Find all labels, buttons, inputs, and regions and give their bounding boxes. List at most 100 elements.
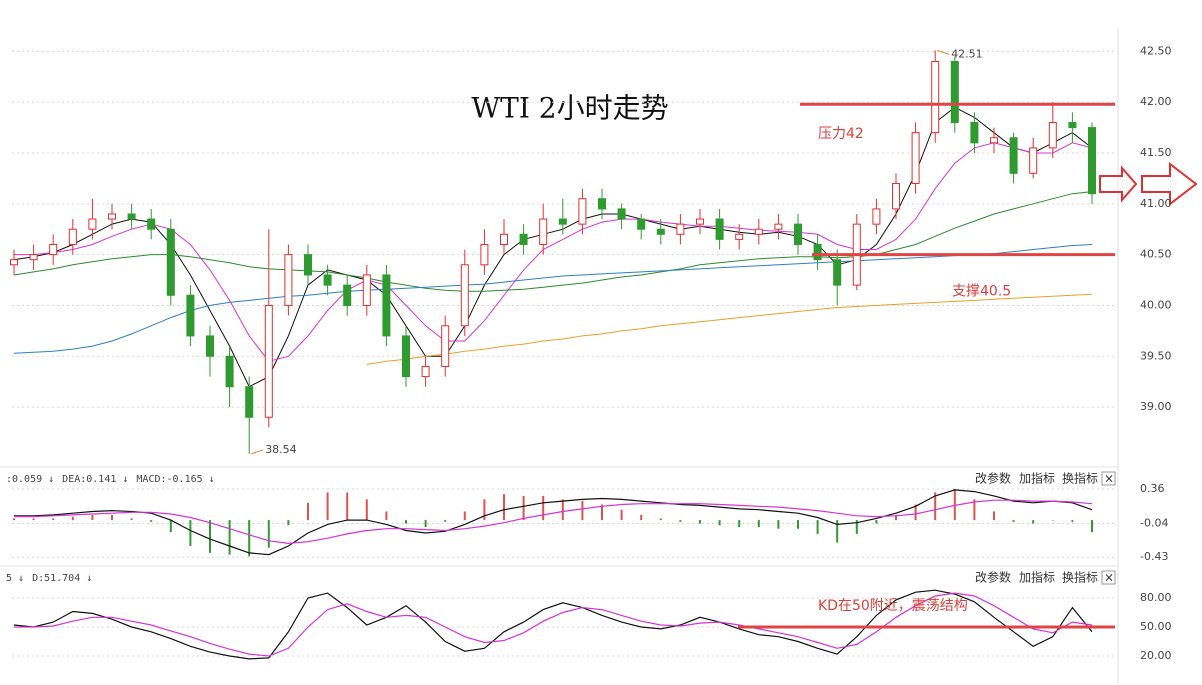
indicator-button[interactable]: 改参数 xyxy=(975,471,1011,486)
macd-bar xyxy=(699,520,701,524)
extreme-pointer xyxy=(251,449,264,455)
level-label: 支撑40.5 xyxy=(952,284,1011,300)
candle-body xyxy=(872,208,881,225)
candle-body xyxy=(794,223,802,245)
indicator-value: 5 ↓ xyxy=(6,573,24,584)
candle-body xyxy=(362,274,371,306)
macd-bar xyxy=(836,520,839,543)
candle-body xyxy=(931,61,940,134)
candle-body xyxy=(1068,122,1077,129)
candle-body xyxy=(127,213,136,220)
indicator-line xyxy=(14,489,1093,556)
indicator-button[interactable]: 换指标 xyxy=(1062,471,1098,486)
macd-bar xyxy=(32,518,35,521)
candle-body xyxy=(402,335,410,378)
macd-bar xyxy=(1051,520,1054,521)
macd-bar xyxy=(365,499,368,521)
macd-bar xyxy=(444,520,447,522)
macd-bar xyxy=(91,514,94,521)
candle-body xyxy=(382,274,391,337)
candle-body xyxy=(166,228,175,296)
macd-bar xyxy=(797,520,799,529)
macd-bar xyxy=(993,511,995,521)
macd-bar xyxy=(934,492,937,521)
level-label: 压力42 xyxy=(818,126,864,142)
macd-bar xyxy=(738,520,741,527)
macd-bar xyxy=(1091,520,1093,533)
macd-bar xyxy=(1032,520,1035,524)
candle-body xyxy=(1009,137,1018,174)
candle-body xyxy=(754,228,763,235)
macd-bar xyxy=(483,499,486,521)
candle-body xyxy=(88,218,97,230)
indicator-button[interactable]: × xyxy=(1104,571,1114,585)
macd-bar xyxy=(346,492,349,521)
y-tick-label: -0.43 xyxy=(1140,550,1168,563)
macd-bar xyxy=(1012,520,1015,522)
moving-average xyxy=(14,142,1093,362)
y-tick-label: 40.00 xyxy=(1140,298,1172,311)
y-tick-label: 80.00 xyxy=(1140,591,1172,604)
close-box[interactable] xyxy=(1101,570,1116,585)
candle-body xyxy=(68,228,77,245)
candle-body xyxy=(323,274,332,286)
chart-title: WTI 2小时走势 xyxy=(471,92,668,125)
macd-bar xyxy=(111,514,113,521)
candle-body xyxy=(1029,147,1038,174)
candle-body xyxy=(245,386,254,418)
indicator-button[interactable]: 换指标 xyxy=(1062,570,1098,585)
macd-bar xyxy=(209,520,211,553)
candle-body xyxy=(715,218,724,240)
candle-body xyxy=(892,182,900,210)
y-tick-label: 0.36 xyxy=(1140,482,1165,495)
macd-bar xyxy=(52,518,55,521)
indicator-button[interactable]: 加指标 xyxy=(1019,471,1055,486)
macd-bar xyxy=(640,514,643,521)
candle-body xyxy=(147,218,156,230)
macd-bar xyxy=(777,520,780,529)
macd-bar xyxy=(307,502,309,521)
y-tick-label: 41.00 xyxy=(1140,197,1172,210)
candle-body xyxy=(637,218,646,230)
macd-bar xyxy=(542,495,545,521)
macd-bar xyxy=(855,520,858,534)
indicator-button[interactable]: 加指标 xyxy=(1019,570,1055,585)
y-tick-label: 50.00 xyxy=(1140,620,1172,633)
macd-bar xyxy=(973,499,976,521)
indicator-value: D:51.704 ↓ xyxy=(32,573,92,584)
macd-bar xyxy=(1071,520,1074,522)
indicator-button[interactable]: × xyxy=(1104,472,1114,486)
macd-bar xyxy=(875,520,878,524)
candle-body xyxy=(441,325,450,367)
candle-body xyxy=(539,218,548,245)
y-tick-label: 40.50 xyxy=(1140,248,1172,261)
macd-bar xyxy=(287,520,290,526)
indicator-line xyxy=(14,592,1093,657)
candle-body xyxy=(49,243,58,256)
macd-bar xyxy=(718,520,721,526)
candle-body xyxy=(264,304,273,418)
macd-bar xyxy=(228,520,231,555)
macd-bar xyxy=(816,520,819,534)
macd-bar xyxy=(130,518,133,521)
macd-bar xyxy=(757,520,760,527)
macd-bar xyxy=(463,511,466,521)
macd-bar xyxy=(71,516,74,521)
macd-bar xyxy=(503,494,505,521)
candle-body xyxy=(813,243,822,261)
indicator-button[interactable]: 改参数 xyxy=(975,570,1011,585)
close-box[interactable] xyxy=(1101,471,1116,486)
indicator-line xyxy=(14,499,1093,545)
y-tick-label: 39.50 xyxy=(1140,349,1172,362)
macd-bar xyxy=(189,520,192,546)
y-tick-label: 42.50 xyxy=(1140,44,1172,57)
macd-bar xyxy=(522,495,525,521)
macd-bar xyxy=(914,504,917,521)
candle-body xyxy=(578,198,587,225)
extreme-pointer xyxy=(937,49,950,55)
arrow xyxy=(1099,165,1138,203)
macd-bar xyxy=(385,511,388,521)
candle-body xyxy=(284,254,293,306)
